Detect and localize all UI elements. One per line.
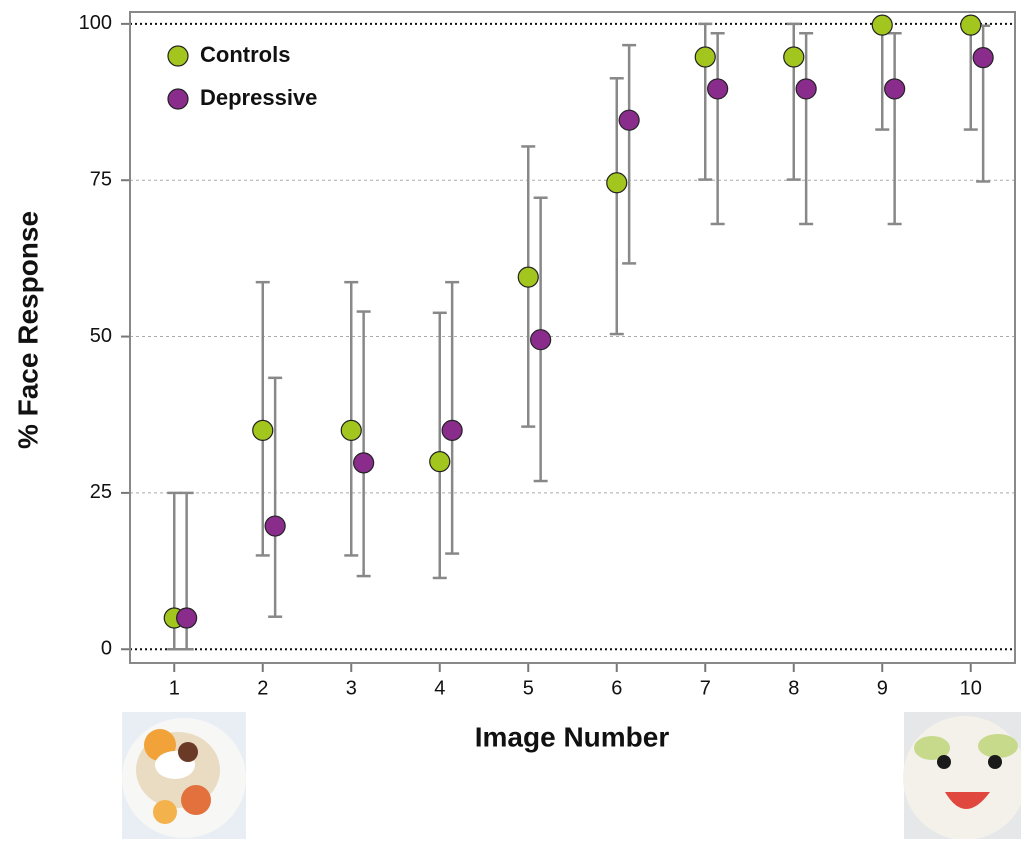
data-point <box>783 46 805 68</box>
y-tick-label: 100 <box>79 12 112 34</box>
data-point <box>707 78 729 100</box>
x-tick-label: 10 <box>960 677 982 699</box>
y-tick-label: 25 <box>90 481 112 503</box>
x-tick-label: 7 <box>700 677 711 699</box>
data-point <box>441 419 463 441</box>
y-tick-label: 0 <box>101 638 112 660</box>
data-point <box>618 109 640 131</box>
data-point <box>429 451 451 473</box>
food-photo-right <box>903 712 1021 840</box>
y-tick-label: 75 <box>90 169 112 191</box>
legend-marker <box>167 45 189 67</box>
x-tick-label: 1 <box>169 677 180 699</box>
data-point <box>517 266 539 288</box>
legend-marker <box>167 88 189 110</box>
x-tick-label: 6 <box>611 677 622 699</box>
legend-label: Controls <box>200 42 290 67</box>
data-point <box>871 14 893 36</box>
food-photo-left <box>122 712 246 839</box>
data-point <box>340 419 362 441</box>
x-tick-label: 3 <box>346 677 357 699</box>
data-point <box>176 607 198 629</box>
legend-label: Depressive <box>200 85 317 110</box>
x-tick-label: 9 <box>877 677 888 699</box>
data-point <box>353 452 375 474</box>
x-tick-label: 5 <box>523 677 534 699</box>
data-point <box>530 329 552 351</box>
data-point <box>252 419 274 441</box>
data-point <box>606 172 628 194</box>
data-point <box>960 14 982 36</box>
data-point <box>795 78 817 100</box>
data-point <box>972 47 994 69</box>
x-axis-label: Image Number <box>475 721 670 752</box>
y-axis-label: % Face Response <box>12 211 43 449</box>
x-tick-label: 2 <box>257 677 268 699</box>
data-point <box>694 46 716 68</box>
x-tick-label: 8 <box>788 677 799 699</box>
data-point <box>884 78 906 100</box>
data-point <box>264 515 286 537</box>
plot-frame <box>129 11 1016 664</box>
y-tick-label: 50 <box>90 325 112 347</box>
x-tick-label: 4 <box>434 677 445 699</box>
